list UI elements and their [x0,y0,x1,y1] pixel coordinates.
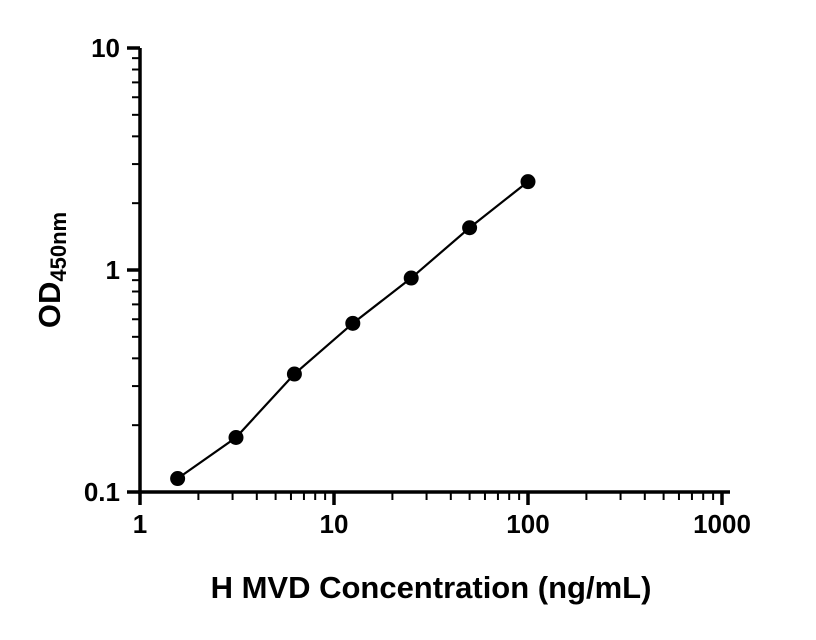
data-point [462,220,478,236]
x-tick-label: 10 [320,509,349,539]
data-point [228,429,244,445]
y-tick-label: 10 [91,33,120,63]
data-point [403,270,419,286]
y-axis-title-main: OD [32,282,67,329]
x-tick-label: 100 [506,509,549,539]
y-axis-title: OD450nm [32,212,71,328]
data-point [170,471,186,487]
x-axis-title: H MVD Concentration (ng/mL) [211,570,652,605]
x-tick-label: 1 [133,509,147,539]
data-point [286,366,302,382]
x-tick-label: 1000 [693,509,751,539]
y-tick-label: 0.1 [84,477,120,507]
data-point [345,315,361,331]
series-layer [170,174,536,487]
data-point [520,174,536,190]
axes-layer: 1 10 100 1000 0.1 1 10 [84,33,751,539]
y-axis-title-subscript: 450nm [46,212,71,282]
y-tick-label: 1 [106,255,120,285]
